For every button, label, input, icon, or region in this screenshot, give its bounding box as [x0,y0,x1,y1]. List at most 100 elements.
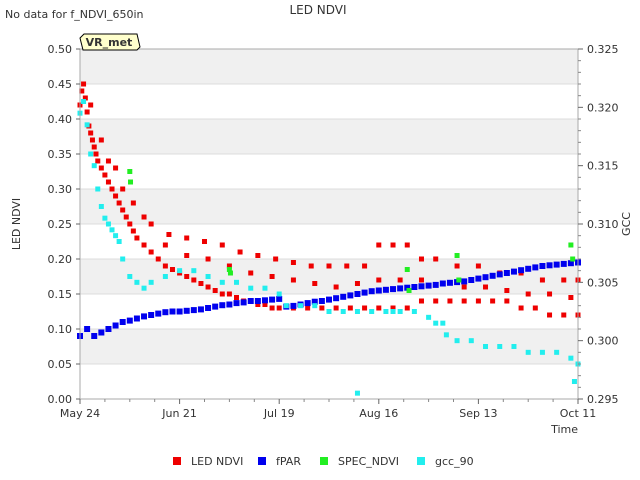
data-point [468,277,475,283]
data-point [269,305,275,311]
data-point [532,264,539,271]
data-point [169,267,175,272]
data-point [333,305,339,311]
data-point [483,344,489,349]
data-point [113,193,119,199]
data-point [411,284,418,290]
series-led-ndvi [77,81,581,318]
data-point [177,268,183,274]
chart-title: LED NDVI [289,3,346,17]
data-point [333,295,340,302]
data-point [532,305,538,311]
data-point [383,309,389,314]
data-point [468,338,474,344]
y-left-tick-label: 0.25 [48,218,73,231]
data-point [133,315,140,322]
data-point [134,279,140,285]
data-point [482,274,489,281]
data-point [475,263,481,269]
data-point [570,256,576,262]
data-point [404,305,410,311]
data-point [148,249,154,255]
data-point [376,277,382,283]
data-point [105,326,112,332]
data-point [88,151,94,157]
data-point [84,122,90,128]
data-point [95,186,101,192]
data-point [561,277,567,283]
legend-swatch [258,457,266,465]
data-point [273,256,279,262]
legend-swatch [417,457,425,465]
y-axis-right-label: GCC [620,212,633,236]
x-tick-label: May 24 [60,407,100,420]
x-tick-label: Jul 19 [263,407,295,420]
y-left-tick-label: 0.05 [48,358,73,371]
data-point [269,274,275,279]
data-point [518,305,524,311]
data-point [190,307,197,314]
band-5 [80,189,578,224]
data-point [433,320,439,326]
data-point [311,298,318,305]
data-point [141,214,147,220]
data-point [155,256,161,262]
data-point [105,179,111,185]
data-point [91,163,97,169]
data-point [234,279,240,285]
data-marks [77,81,581,396]
data-point [475,275,482,282]
data-point [567,260,574,267]
data-point [539,263,546,269]
data-point [326,263,332,269]
y-right-tick-label: 0.325 [587,43,619,56]
data-point [162,242,168,248]
data-point [148,279,154,285]
data-point [120,256,126,262]
data-point [112,322,119,329]
data-point [568,295,574,300]
data-point [95,158,101,164]
data-point [554,349,560,355]
axes: 0.00 0.05 0.10 0.15 0.20 0.25 0.30 0.35 0.40 0.45… [48,43,619,420]
data-point [340,309,346,314]
data-point [382,286,389,293]
y-left-tick-label: 0.20 [48,253,73,266]
data-point [461,278,468,285]
data-point [130,200,136,206]
data-point [376,305,382,311]
data-point [368,288,375,295]
data-point [290,260,296,265]
data-point [162,274,168,279]
data-point [262,302,268,307]
data-point [234,295,240,300]
data-point [312,303,318,309]
data-point [219,279,225,285]
data-point [120,186,126,192]
y-left-tick-label: 0.15 [48,288,73,301]
data-point [148,221,154,227]
data-point [226,301,233,308]
data-point [219,302,226,309]
y-axis-left-label: LED NDVI [10,198,23,250]
y-left-tick-label: 0.35 [48,148,73,161]
data-point [489,272,496,279]
data-point [511,344,517,349]
data-point [525,265,532,272]
data-point [255,302,261,307]
data-point [248,285,254,291]
data-point [568,355,574,361]
y-right-tick-label: 0.320 [587,101,619,114]
data-point [362,263,368,269]
data-point [454,253,460,258]
x-tick-label: Jun 21 [161,407,197,420]
data-point [390,242,396,248]
band-7 [80,119,578,154]
data-point [141,242,147,248]
x-tick-label: Sep 13 [459,407,497,420]
data-point [397,285,404,292]
data-point [454,338,460,344]
data-point [483,284,489,290]
data-point [475,298,481,304]
